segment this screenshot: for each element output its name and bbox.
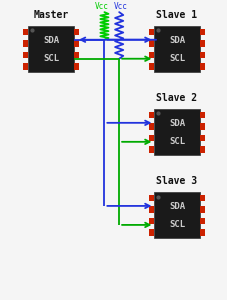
FancyBboxPatch shape — [200, 218, 205, 224]
FancyBboxPatch shape — [149, 146, 154, 153]
FancyBboxPatch shape — [200, 135, 205, 141]
FancyBboxPatch shape — [23, 29, 28, 35]
Text: Slave 1: Slave 1 — [156, 10, 198, 20]
FancyBboxPatch shape — [149, 112, 154, 118]
FancyBboxPatch shape — [149, 40, 154, 47]
Text: Slave 3: Slave 3 — [156, 176, 198, 186]
FancyBboxPatch shape — [149, 135, 154, 141]
FancyBboxPatch shape — [23, 52, 28, 58]
FancyBboxPatch shape — [200, 112, 205, 118]
FancyBboxPatch shape — [28, 26, 74, 72]
FancyBboxPatch shape — [200, 206, 205, 213]
FancyBboxPatch shape — [200, 123, 205, 130]
Text: SCL: SCL — [169, 220, 185, 229]
FancyBboxPatch shape — [23, 63, 28, 70]
FancyBboxPatch shape — [74, 63, 79, 70]
FancyBboxPatch shape — [23, 40, 28, 47]
FancyBboxPatch shape — [200, 52, 205, 58]
FancyBboxPatch shape — [149, 123, 154, 130]
FancyBboxPatch shape — [149, 52, 154, 58]
FancyBboxPatch shape — [149, 230, 154, 236]
FancyBboxPatch shape — [149, 206, 154, 213]
FancyBboxPatch shape — [154, 192, 200, 239]
FancyBboxPatch shape — [149, 63, 154, 70]
Text: Slave 2: Slave 2 — [156, 93, 198, 103]
FancyBboxPatch shape — [200, 29, 205, 35]
Text: SDA: SDA — [169, 118, 185, 127]
FancyBboxPatch shape — [74, 40, 79, 47]
Text: Vcc: Vcc — [113, 2, 127, 10]
Text: SDA: SDA — [169, 202, 185, 211]
Text: SCL: SCL — [169, 54, 185, 63]
Text: Vcc: Vcc — [95, 2, 109, 10]
FancyBboxPatch shape — [200, 40, 205, 47]
FancyBboxPatch shape — [154, 26, 200, 72]
FancyBboxPatch shape — [149, 195, 154, 201]
Text: SDA: SDA — [169, 35, 185, 44]
Text: SCL: SCL — [43, 54, 59, 63]
Text: Master: Master — [33, 10, 69, 20]
FancyBboxPatch shape — [200, 146, 205, 153]
FancyBboxPatch shape — [149, 218, 154, 224]
Text: SDA: SDA — [43, 35, 59, 44]
FancyBboxPatch shape — [149, 29, 154, 35]
FancyBboxPatch shape — [200, 230, 205, 236]
FancyBboxPatch shape — [74, 52, 79, 58]
FancyBboxPatch shape — [200, 63, 205, 70]
Text: SCL: SCL — [169, 137, 185, 146]
FancyBboxPatch shape — [200, 195, 205, 201]
FancyBboxPatch shape — [154, 109, 200, 155]
FancyBboxPatch shape — [74, 29, 79, 35]
